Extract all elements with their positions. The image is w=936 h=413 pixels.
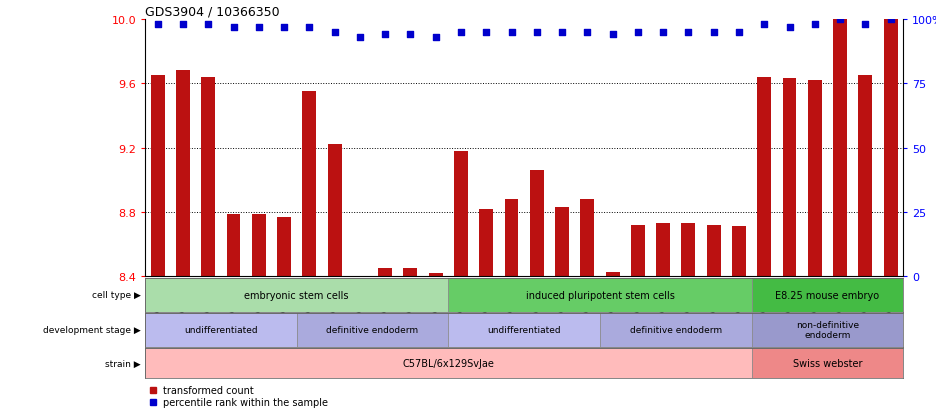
Bar [732,227,746,277]
Point [807,21,823,28]
Point [530,29,545,36]
Bar [884,20,898,277]
Text: development stage ▶: development stage ▶ [43,325,140,335]
Bar [448,278,752,312]
Bar [752,278,903,312]
Point [353,35,368,41]
Text: Swiss webster: Swiss webster [793,358,862,368]
Bar [448,313,600,347]
Point [505,29,519,36]
Point [656,29,671,36]
Bar [833,20,847,277]
Text: C57BL/6x129SvJae: C57BL/6x129SvJae [402,358,494,368]
Bar [277,217,291,277]
Text: strain ▶: strain ▶ [105,358,140,368]
Bar [201,78,215,277]
Point [277,24,292,31]
Bar [252,214,266,277]
Point [833,17,848,23]
Point [606,32,621,38]
Text: undifferentiated: undifferentiated [184,325,257,335]
Point [328,29,343,36]
Point [580,29,595,36]
Point [782,24,797,31]
Bar [808,81,822,277]
Point [176,21,191,28]
Bar [429,273,443,277]
Point [631,29,646,36]
Bar [227,214,241,277]
Point [454,29,469,36]
Bar [707,225,721,277]
Point [681,29,696,36]
Bar [505,199,519,277]
Point [378,32,393,38]
Point [252,24,267,31]
Text: undifferentiated: undifferentiated [488,325,561,335]
Point [707,29,722,36]
Bar [479,209,493,277]
Bar [600,313,752,347]
Bar [580,199,594,277]
Bar [145,278,448,312]
Point [757,21,772,28]
Bar [681,224,695,277]
Text: E8.25 mouse embryo: E8.25 mouse embryo [775,290,880,300]
Point [403,32,418,38]
Bar [631,225,645,277]
Point [302,24,317,31]
Text: embryonic stem cells: embryonic stem cells [244,290,349,300]
Bar [328,145,342,277]
Text: percentile rank within the sample: percentile rank within the sample [163,397,328,408]
Bar [145,348,752,378]
Bar [782,79,797,277]
Bar [752,348,903,378]
Bar [606,272,620,277]
Bar [145,313,297,347]
Text: definitive endoderm: definitive endoderm [630,325,722,335]
Point [479,29,494,36]
Bar [302,92,316,277]
Point [554,29,569,36]
Bar [403,269,417,277]
Point [227,24,241,31]
Point [201,21,216,28]
Bar [378,269,392,277]
Point [151,21,166,28]
Bar [656,224,670,277]
Bar [151,76,165,277]
Bar [176,71,190,277]
Text: cell type ▶: cell type ▶ [92,290,140,299]
Point [732,29,747,36]
Text: non-definitive
endoderm: non-definitive endoderm [796,320,859,339]
Bar [297,313,448,347]
Bar [752,313,903,347]
Text: definitive endoderm: definitive endoderm [327,325,418,335]
Point [429,35,444,41]
Point [858,21,873,28]
Bar [858,76,872,277]
Bar [530,171,544,277]
Bar [454,152,468,277]
Text: transformed count: transformed count [163,385,254,395]
Bar [555,208,569,277]
Text: induced pluripotent stem cells: induced pluripotent stem cells [525,290,675,300]
Point [884,17,899,23]
Bar [757,78,771,277]
Text: GDS3904 / 10366350: GDS3904 / 10366350 [145,6,280,19]
